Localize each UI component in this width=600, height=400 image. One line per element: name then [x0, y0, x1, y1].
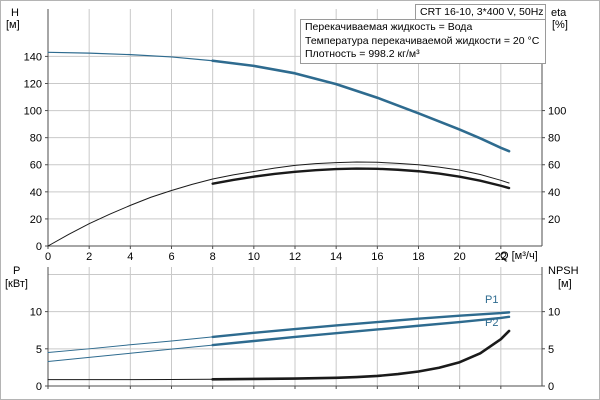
- tick-label: 60: [548, 160, 560, 172]
- tick-label: 12: [289, 251, 301, 263]
- tick-label: 2: [86, 251, 92, 263]
- curve-head-duty: [211, 59, 511, 153]
- info-line-density: Плотность = 998.2 кг/м³: [305, 48, 420, 60]
- tick-label: 5: [548, 344, 554, 356]
- tick-label: 8: [210, 251, 216, 263]
- liquid-info-box: Перекачиваемая жидкость = Вода Температу…: [300, 19, 546, 64]
- eta-axis-label: eta: [551, 7, 567, 19]
- tick-label: 80: [30, 133, 42, 145]
- tick-label: 18: [412, 251, 424, 263]
- tick-label: 22: [495, 251, 507, 263]
- tick-label: 0: [45, 251, 51, 263]
- h-axis-unit: [м]: [6, 19, 20, 31]
- q-axis-label: Q [м³/ч]: [500, 250, 538, 262]
- tick-label: 100: [24, 106, 42, 118]
- curve-head: [47, 51, 510, 152]
- curve-P1: [47, 311, 510, 354]
- npsh-axis-unit: [м]: [558, 278, 572, 290]
- tick-label: 20: [454, 251, 466, 263]
- tick-label: 40: [30, 187, 42, 199]
- tick-label: 14: [330, 251, 342, 263]
- tick-label: 0: [36, 381, 42, 393]
- tick-label: 16: [371, 251, 383, 263]
- pump-model-text: CRT 16-10, 3*400 V, 50Hz: [420, 6, 544, 18]
- info-line-liquid: Перекачиваемая жидкость = Вода: [305, 21, 473, 33]
- tick-label: 40: [548, 187, 560, 199]
- tick-label: 0: [548, 381, 554, 393]
- curve-NPSH-duty: [211, 329, 511, 381]
- tick-label: 10: [248, 251, 260, 263]
- tick-label: 6: [168, 251, 174, 263]
- p2-curve-label: P2: [485, 317, 499, 329]
- tick-label: 140: [24, 51, 42, 63]
- tick-label: 120: [24, 78, 42, 90]
- plot-area-1: 0 5 10 0 5 10: [30, 267, 560, 393]
- tick-label: 4: [127, 251, 133, 263]
- curve-P1-duty: [211, 311, 511, 339]
- tick-label: 20: [548, 214, 560, 226]
- npsh-axis-label: NPSH: [548, 265, 579, 277]
- tick-label: 10: [548, 307, 560, 319]
- tick-label: 5: [36, 344, 42, 356]
- p1-curve-label: P1: [485, 294, 499, 306]
- tick-label: 20: [30, 214, 42, 226]
- tick-label: 80: [548, 133, 560, 145]
- curve-P2-duty: [211, 315, 511, 347]
- tick-label: 100: [548, 106, 566, 118]
- tick-label: 10: [30, 307, 42, 319]
- info-line-temperature: Температура перекачиваемой жидкости = 20…: [305, 34, 540, 47]
- eta-axis-unit: [%]: [552, 19, 568, 31]
- curve-eta-duty: [211, 167, 511, 190]
- h-axis-label: H: [11, 7, 19, 19]
- tick-label: 0: [36, 241, 42, 253]
- pump-model-box: CRT 16-10, 3*400 V, 50Hz: [415, 4, 546, 22]
- p-axis-label: P: [13, 265, 21, 277]
- p-axis-unit: [кВт]: [5, 278, 28, 290]
- plot-area-0: 0 2 4 6 8 10 12 14 16 18 20 22 0 20 40 60 80 100 120 140 20 4…: [24, 9, 566, 263]
- curve-eta-pump: [47, 161, 510, 247]
- tick-label: 60: [30, 160, 42, 172]
